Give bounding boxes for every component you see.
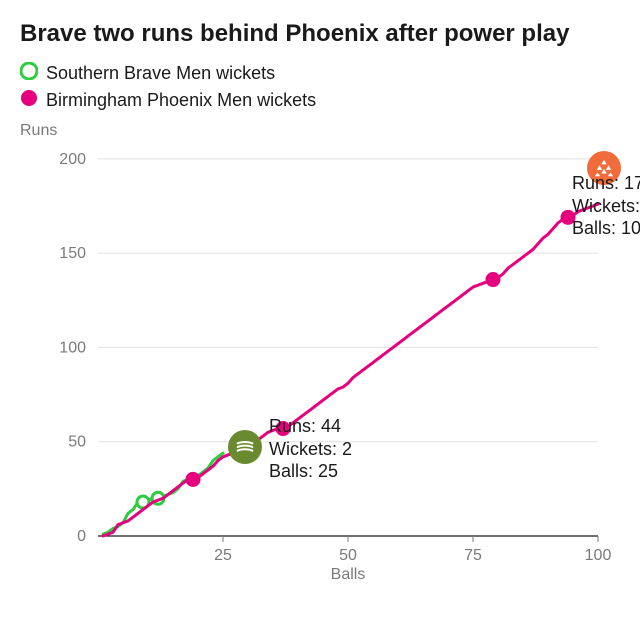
annot-line: Runs: 176 bbox=[572, 172, 640, 195]
chart-container: Brave two runs behind Phoenix after powe… bbox=[0, 0, 640, 640]
svg-text:150: 150 bbox=[59, 245, 86, 262]
circle-open-icon bbox=[20, 62, 38, 85]
legend-label: Southern Brave Men wickets bbox=[46, 63, 275, 84]
legend-marker-circle bbox=[21, 63, 37, 79]
legend: Southern Brave Men wickets Birmingham Ph… bbox=[20, 62, 620, 112]
brave-badge-icon bbox=[228, 430, 262, 464]
chart-plot-wrap: 0 50 100 150 200 25 50 75 100 bbox=[20, 140, 640, 586]
svg-text:75: 75 bbox=[464, 547, 482, 564]
svg-text:0: 0 bbox=[77, 528, 86, 545]
chart-svg: 0 50 100 150 200 25 50 75 100 bbox=[20, 140, 640, 586]
legend-marker-circle bbox=[21, 90, 37, 106]
svg-text:25: 25 bbox=[214, 547, 232, 564]
x-axis-title: Balls bbox=[331, 566, 366, 584]
svg-text:200: 200 bbox=[59, 151, 86, 168]
svg-text:100: 100 bbox=[59, 339, 86, 356]
phoenix-annotation: Runs: 176 Wickets: 4 Balls: 100 bbox=[572, 172, 640, 240]
y-axis-title: Runs bbox=[20, 122, 620, 140]
circle-filled-icon bbox=[20, 89, 38, 112]
brave-annotation: Runs: 44 Wickets: 2 Balls: 25 bbox=[269, 415, 352, 483]
brave-glyph-icon bbox=[234, 436, 256, 458]
annot-line: Balls: 100 bbox=[572, 217, 640, 240]
annot-line: Runs: 44 bbox=[269, 415, 352, 438]
annot-line: Wickets: 4 bbox=[572, 195, 640, 218]
legend-label: Birmingham Phoenix Men wickets bbox=[46, 90, 316, 111]
svg-text:50: 50 bbox=[68, 434, 86, 451]
svg-text:100: 100 bbox=[585, 547, 612, 564]
legend-item-brave: Southern Brave Men wickets bbox=[20, 62, 620, 85]
page-title: Brave two runs behind Phoenix after powe… bbox=[20, 20, 620, 48]
svg-text:50: 50 bbox=[339, 547, 357, 564]
annot-line: Balls: 25 bbox=[269, 460, 352, 483]
legend-item-phoenix: Birmingham Phoenix Men wickets bbox=[20, 89, 620, 112]
annot-line: Wickets: 2 bbox=[269, 438, 352, 461]
